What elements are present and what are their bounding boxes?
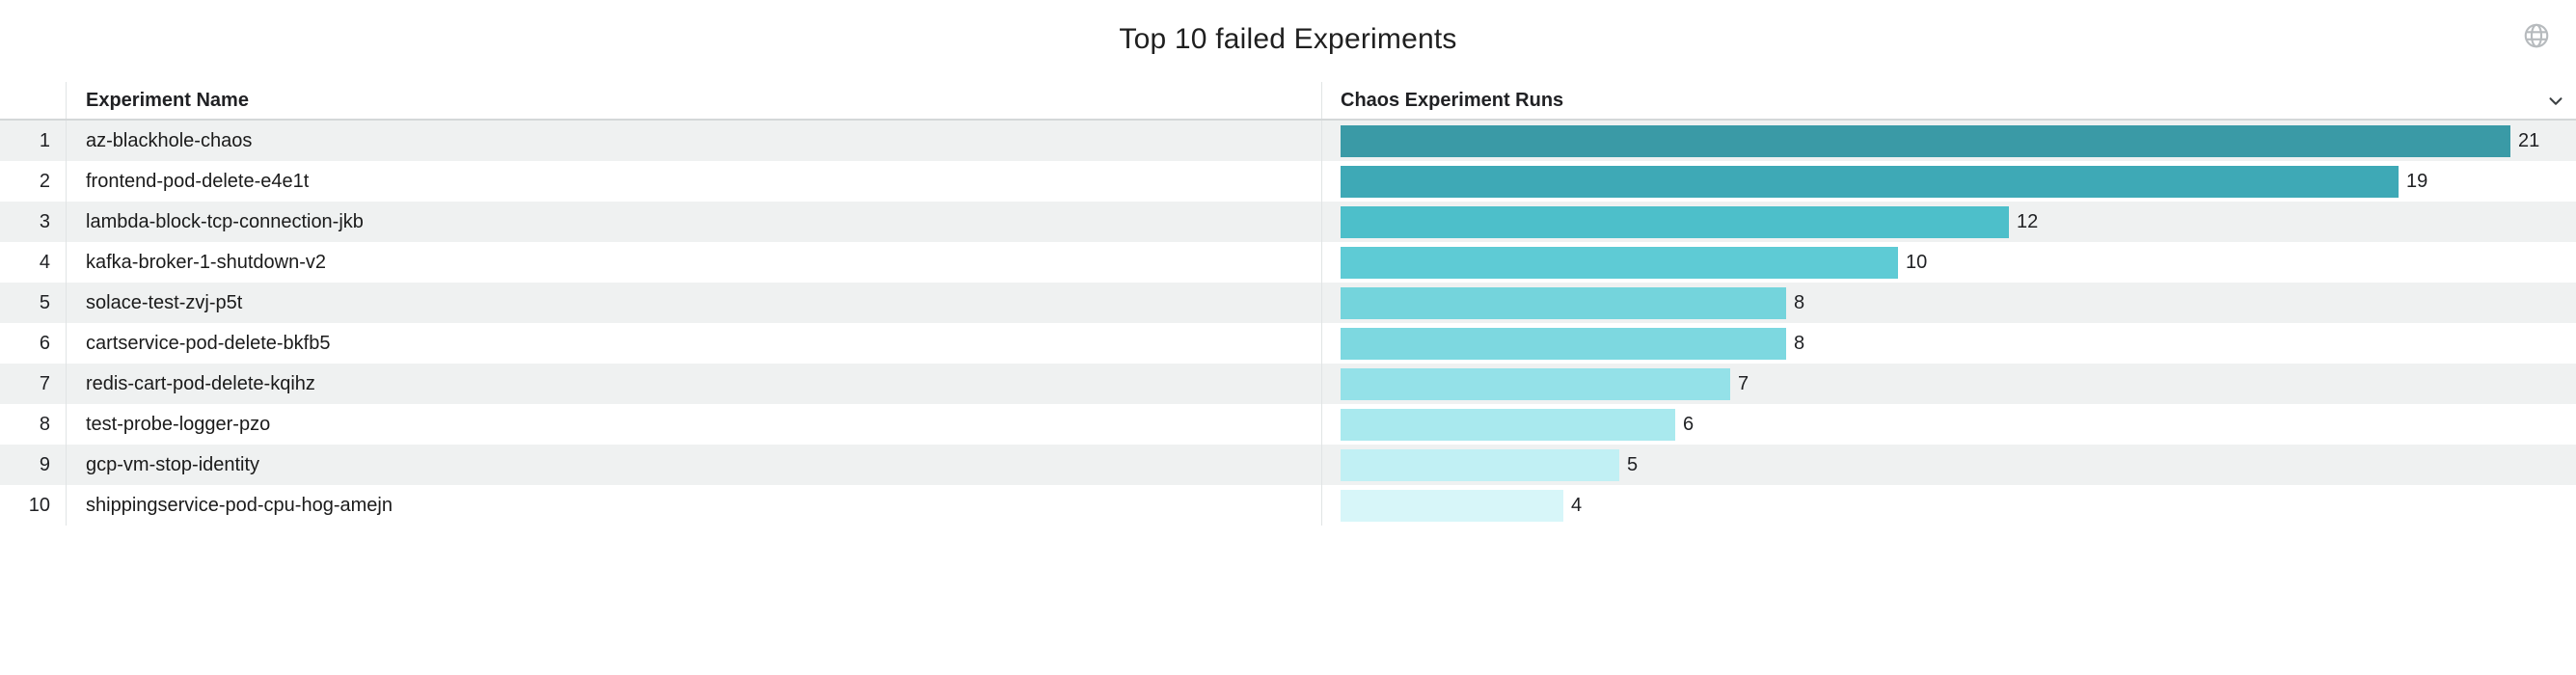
- experiment-name: solace-test-zvj-p5t: [67, 283, 1322, 323]
- header-chaos-runs[interactable]: Chaos Experiment Runs: [1322, 82, 2576, 119]
- experiment-name: shippingservice-pod-cpu-hog-amejn: [67, 485, 1322, 526]
- row-rank: 6: [0, 323, 67, 364]
- bar-cell: 19: [1322, 161, 2576, 202]
- experiment-name: lambda-block-tcp-connection-jkb: [67, 202, 1322, 242]
- table-row[interactable]: 3 lambda-block-tcp-connection-jkb 12: [0, 202, 2576, 242]
- top10-table: Experiment Name Chaos Experiment Runs 1 …: [0, 82, 2576, 526]
- bar-cell: 4: [1322, 485, 2576, 526]
- bar[interactable]: [1341, 327, 1786, 360]
- experiment-name: az-blackhole-chaos: [67, 121, 1322, 161]
- header-rank-cell: [0, 82, 67, 119]
- row-rank: 2: [0, 161, 67, 202]
- row-rank: 1: [0, 121, 67, 161]
- bar-value: 10: [1906, 251, 1928, 273]
- row-rank: 7: [0, 364, 67, 404]
- table-header-row: Experiment Name Chaos Experiment Runs: [0, 82, 2576, 121]
- table-row[interactable]: 8 test-probe-logger-pzo 6: [0, 404, 2576, 445]
- header-experiment-name[interactable]: Experiment Name: [67, 82, 1322, 119]
- bar[interactable]: [1341, 408, 1675, 441]
- chart-title: Top 10 failed Experiments: [1119, 23, 1457, 55]
- experiment-name: cartservice-pod-delete-bkfb5: [67, 323, 1322, 364]
- bar-cell: 8: [1322, 283, 2576, 323]
- row-rank: 8: [0, 404, 67, 445]
- bar-value: 7: [1738, 372, 1749, 394]
- bar-cell: 21: [1322, 121, 2576, 161]
- bar-value: 6: [1683, 413, 1695, 435]
- bar-value: 19: [2406, 170, 2428, 192]
- bar[interactable]: [1341, 246, 1898, 279]
- table-row[interactable]: 6 cartservice-pod-delete-bkfb5 8: [0, 323, 2576, 364]
- bar-cell: 7: [1322, 364, 2576, 404]
- bar[interactable]: [1341, 124, 2510, 157]
- bar-value: 4: [1571, 494, 1583, 516]
- experiment-name: kafka-broker-1-shutdown-v2: [67, 242, 1322, 283]
- bar-cell: 5: [1322, 445, 2576, 485]
- bar[interactable]: [1341, 367, 1730, 400]
- row-rank: 4: [0, 242, 67, 283]
- experiment-name: redis-cart-pod-delete-kqihz: [67, 364, 1322, 404]
- table-row[interactable]: 1 az-blackhole-chaos 21: [0, 121, 2576, 161]
- bar-value: 8: [1794, 332, 1805, 354]
- row-rank: 5: [0, 283, 67, 323]
- bar[interactable]: [1341, 165, 2399, 198]
- table-row[interactable]: 9 gcp-vm-stop-identity 5: [0, 445, 2576, 485]
- row-rank: 9: [0, 445, 67, 485]
- bar[interactable]: [1341, 448, 1619, 481]
- globe-icon: [2522, 21, 2551, 50]
- bar-value: 8: [1794, 291, 1805, 313]
- experiment-name: gcp-vm-stop-identity: [67, 445, 1322, 485]
- bar[interactable]: [1341, 286, 1786, 319]
- bar-cell: 12: [1322, 202, 2576, 242]
- chevron-down-icon[interactable]: [2545, 91, 2566, 112]
- table-row[interactable]: 10 shippingservice-pod-cpu-hog-amejn 4: [0, 485, 2576, 526]
- header-chaos-runs-label: Chaos Experiment Runs: [1341, 89, 1564, 111]
- experiment-name: frontend-pod-delete-e4e1t: [67, 161, 1322, 202]
- row-rank: 3: [0, 202, 67, 242]
- table-row[interactable]: 2 frontend-pod-delete-e4e1t 19: [0, 161, 2576, 202]
- header-experiment-name-label: Experiment Name: [86, 89, 249, 111]
- table-row[interactable]: 4 kafka-broker-1-shutdown-v2 10: [0, 242, 2576, 283]
- table-row[interactable]: 7 redis-cart-pod-delete-kqihz 7: [0, 364, 2576, 404]
- bar-value: 21: [2518, 129, 2540, 151]
- bar-value: 5: [1627, 453, 1639, 475]
- row-rank: 10: [0, 485, 67, 526]
- bar-cell: 6: [1322, 404, 2576, 445]
- table-row[interactable]: 5 solace-test-zvj-p5t 8: [0, 283, 2576, 323]
- bar-value: 12: [2017, 210, 2039, 232]
- experiment-name: test-probe-logger-pzo: [67, 404, 1322, 445]
- bar-cell: 10: [1322, 242, 2576, 283]
- bar[interactable]: [1341, 489, 1563, 522]
- bar-cell: 8: [1322, 323, 2576, 364]
- bar[interactable]: [1341, 205, 2009, 238]
